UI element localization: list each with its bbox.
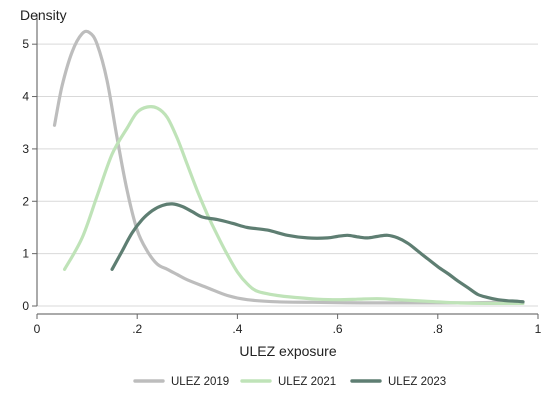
- y-tick-label: 1: [22, 247, 29, 261]
- y-tick-label: 2: [22, 194, 29, 208]
- legend-label: ULEZ 2019: [171, 376, 229, 388]
- series-line-ulez-2019: [52, 29, 525, 305]
- legend-item-ulez-2021: ULEZ 2021: [240, 376, 336, 388]
- legend-item-ulez-2019: ULEZ 2019: [133, 376, 229, 388]
- series-lines: [52, 29, 525, 306]
- x-tick-label: .8: [433, 322, 443, 336]
- legend: ULEZ 2019 ULEZ 2021 ULEZ 2023: [133, 376, 446, 388]
- x-axis-title: ULEZ exposure: [239, 343, 336, 359]
- x-tick-label: .6: [333, 322, 343, 336]
- legend-label: ULEZ 2023: [388, 376, 446, 388]
- series-line-ulez-2021: [62, 104, 525, 306]
- y-axis-title: Density: [20, 7, 67, 23]
- series-line-ulez-2023: [110, 202, 525, 304]
- y-tick-label: 0: [22, 299, 29, 313]
- y-tick-label: 5: [22, 37, 29, 51]
- legend-label: ULEZ 2021: [278, 376, 336, 388]
- y-axis-ticks: 0 1 2 3 4 5: [22, 37, 37, 313]
- x-axis-ticks: 0 .2 .4 .6 .8 1: [34, 314, 542, 336]
- y-tick-label: 4: [22, 90, 29, 104]
- x-tick-label: .2: [132, 322, 142, 336]
- axes: [36, 14, 538, 315]
- x-tick-label: .4: [232, 322, 242, 336]
- x-tick-label: 0: [34, 322, 41, 336]
- x-tick-label: 1: [535, 322, 542, 336]
- y-tick-label: 3: [22, 142, 29, 156]
- legend-item-ulez-2023: ULEZ 2023: [350, 376, 446, 388]
